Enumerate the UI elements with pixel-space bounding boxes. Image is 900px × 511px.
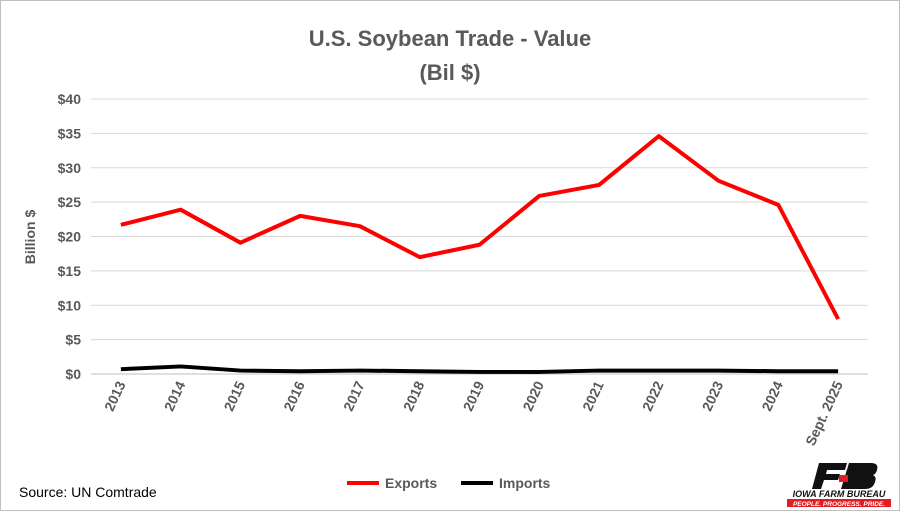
x-tick-label: 2013 [101, 378, 129, 413]
chart-subtitle: (Bil $) [419, 60, 480, 85]
x-tick-label: 2019 [460, 378, 488, 413]
x-tick-label: 2020 [519, 378, 547, 413]
x-tick-label: Sept. 2025 [802, 378, 846, 448]
y-tick-label: $0 [65, 366, 81, 382]
y-tick-label: $40 [58, 91, 82, 107]
series-line-exports [120, 134, 840, 320]
legend-imports-label: Imports [499, 475, 551, 491]
x-tick-label: 2024 [758, 378, 786, 413]
svg-text:IOWA FARM BUREAU: IOWA FARM BUREAU [793, 489, 886, 499]
y-tick-label: $10 [58, 297, 82, 313]
y-tick-label: $20 [58, 229, 82, 245]
y-tick-label: $5 [65, 332, 81, 348]
source-note: Source: UN Comtrade [19, 484, 157, 500]
x-tick-label: 2017 [340, 378, 368, 413]
x-tick-label: 2014 [161, 378, 189, 413]
chart-title: U.S. Soybean Trade - Value [309, 26, 591, 51]
x-tick-label: 2021 [579, 378, 607, 413]
svg-text:PEOPLE. PROGRESS. PRIDE.: PEOPLE. PROGRESS. PRIDE. [793, 501, 885, 508]
y-tick-label: $15 [58, 263, 82, 279]
x-tick-label: 2015 [220, 378, 248, 413]
x-tick-label: 2018 [400, 378, 428, 413]
x-tick-label: 2016 [280, 378, 308, 413]
series-line-imports [120, 364, 839, 374]
legend: Exports Imports [347, 475, 551, 491]
y-tick-label: $30 [58, 160, 82, 176]
y-tick-label: $35 [58, 125, 82, 141]
y-tick-label: $25 [58, 194, 82, 210]
x-tick-label: 2023 [699, 378, 727, 413]
iowa-farm-bureau-logo: IOWA FARM BUREAU PEOPLE. PROGRESS. PRIDE… [787, 463, 891, 508]
legend-exports-label: Exports [385, 475, 437, 491]
x-tick-label: 2022 [639, 378, 667, 413]
y-axis-label: Billion $ [22, 210, 38, 265]
